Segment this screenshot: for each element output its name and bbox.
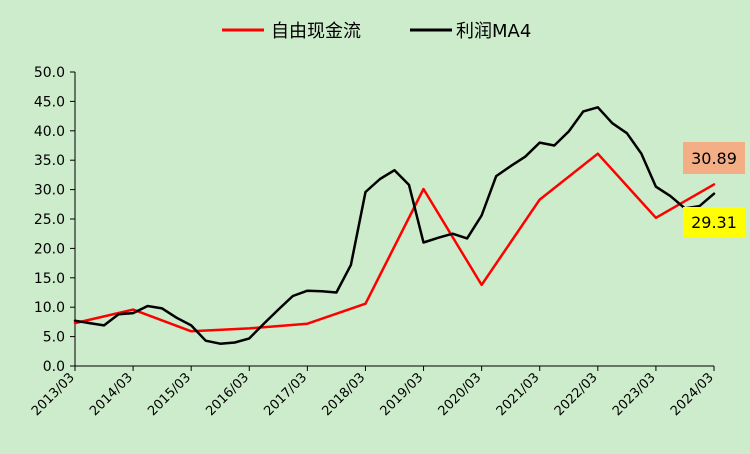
y-tick-label: 50.0 bbox=[34, 65, 65, 81]
value-callout-label: 29.31 bbox=[691, 213, 737, 232]
x-tick-label: 2018/03 bbox=[319, 370, 368, 419]
series-layer bbox=[73, 106, 716, 345]
series-line-profit-ma4 bbox=[73, 106, 716, 345]
value-callout-box bbox=[683, 207, 745, 237]
x-tick-label: 2015/03 bbox=[145, 370, 194, 419]
y-tick-label: 5.0 bbox=[43, 330, 65, 346]
x-tick-label: 2017/03 bbox=[261, 370, 310, 419]
x-tick-label: 2016/03 bbox=[203, 370, 252, 419]
y-tick-label: 0.0 bbox=[43, 359, 65, 375]
y-tick-label: 20.0 bbox=[34, 241, 65, 257]
x-tick-label: 2021/03 bbox=[494, 370, 543, 419]
axes: 0.0 5.0 10.0 15.0 20.0 25.0 30.0 35.0 40.0 45.0 50… bbox=[29, 65, 717, 419]
value-callout-box bbox=[683, 142, 745, 174]
x-tick-label: 2023/03 bbox=[610, 370, 659, 419]
y-tick-label: 40.0 bbox=[34, 124, 65, 140]
x-tick-label: 2014/03 bbox=[87, 370, 136, 419]
callouts: 30.89 29.31 bbox=[683, 142, 745, 237]
x-tick-label: 2022/03 bbox=[552, 370, 601, 419]
legend-label: 利润MA4 bbox=[456, 21, 531, 42]
y-tick-label: 25.0 bbox=[34, 212, 65, 228]
x-tick-label: 2019/03 bbox=[378, 370, 427, 419]
y-tick-label: 10.0 bbox=[34, 300, 65, 316]
series-line-free-cash-flow bbox=[73, 152, 716, 333]
legend: 自由现金流 利润MA4 bbox=[222, 21, 531, 42]
legend-label: 自由现金流 bbox=[271, 21, 361, 42]
x-tick-label: 2024/03 bbox=[668, 370, 717, 419]
y-tick-label: 30.0 bbox=[34, 183, 65, 199]
x-tick-label: 2013/03 bbox=[29, 370, 78, 419]
y-tick-label: 45.0 bbox=[34, 94, 65, 110]
x-tick-label: 2020/03 bbox=[436, 370, 485, 419]
y-tick-label: 35.0 bbox=[34, 153, 65, 169]
value-callout-label: 30.89 bbox=[691, 149, 737, 168]
y-tick-label: 15.0 bbox=[34, 271, 65, 287]
